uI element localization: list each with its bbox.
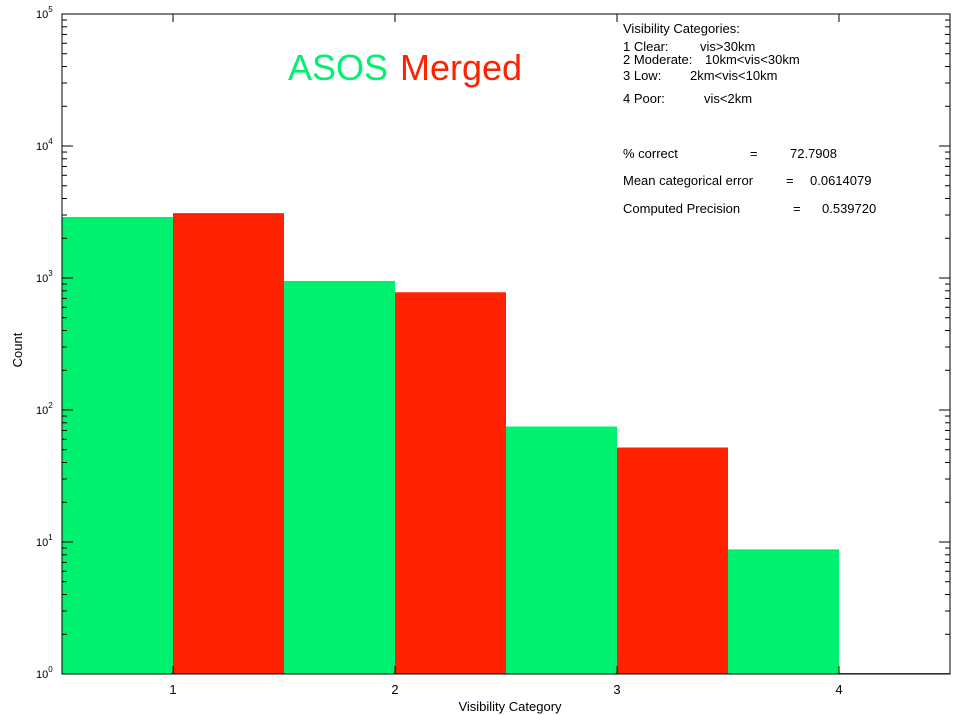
x-tick-label-2: 2 — [391, 682, 398, 697]
stat-mean-error-label: Mean categorical error — [623, 173, 754, 188]
legend: ASOS Merged — [288, 47, 522, 88]
category-2-label: 2 Moderate: — [623, 52, 692, 67]
bar-merged-1 — [173, 213, 284, 674]
y-tick-label-2: 102 — [36, 401, 53, 417]
category-3-range: 2km<vis<10km — [690, 68, 777, 83]
stat-percent-correct-eq: = — [750, 146, 758, 161]
category-3-label: 3 Low: — [623, 68, 661, 83]
y-tick-label-0: 100 — [36, 665, 53, 681]
x-tick-label-3: 3 — [613, 682, 620, 697]
bar-asos-4 — [728, 549, 839, 674]
bar-merged-3 — [617, 447, 728, 674]
stat-precision-label: Computed Precision — [623, 201, 740, 216]
bar-merged-2 — [395, 292, 506, 674]
stat-precision-eq: = — [793, 201, 801, 216]
bar-asos-2 — [284, 280, 395, 674]
stat-mean-error-eq: = — [786, 173, 794, 188]
y-tick-label-3: 103 — [36, 269, 53, 285]
annotation-block: Visibility Categories: 1 Clear: vis>30km… — [623, 21, 876, 216]
category-2-range: 10km<vis<30km — [705, 52, 800, 67]
categories-title: Visibility Categories: — [623, 21, 740, 36]
category-4-label: 4 Poor: — [623, 91, 665, 106]
legend-asos: ASOS — [288, 47, 388, 88]
y-tick-label-5: 105 — [36, 5, 53, 21]
legend-merged: Merged — [400, 47, 522, 88]
x-tick-label-1: 1 — [169, 682, 176, 697]
stat-mean-error-value: 0.0614079 — [810, 173, 871, 188]
y-axis-label: Count — [10, 332, 25, 367]
bar-asos-1 — [62, 216, 173, 674]
stat-precision-value: 0.539720 — [822, 201, 876, 216]
category-1-range: vis>30km — [700, 39, 755, 54]
stat-percent-correct-value: 72.7908 — [790, 146, 837, 161]
category-4-range: vis<2km — [704, 91, 752, 106]
x-axis-label: Visibility Category — [458, 699, 562, 714]
bars-group — [62, 213, 950, 674]
plot-frame — [61, 13, 951, 675]
y-tick-label-4: 104 — [36, 137, 53, 153]
category-1-label: 1 Clear: — [623, 39, 669, 54]
bar-asos-3 — [506, 426, 617, 674]
y-tick-label-1: 101 — [36, 533, 53, 549]
ticks-group: 1 2 3 4 100 101 102 103 104 105 — [36, 5, 950, 697]
stat-percent-correct-label: % correct — [623, 146, 678, 161]
x-tick-label-4: 4 — [835, 682, 842, 697]
